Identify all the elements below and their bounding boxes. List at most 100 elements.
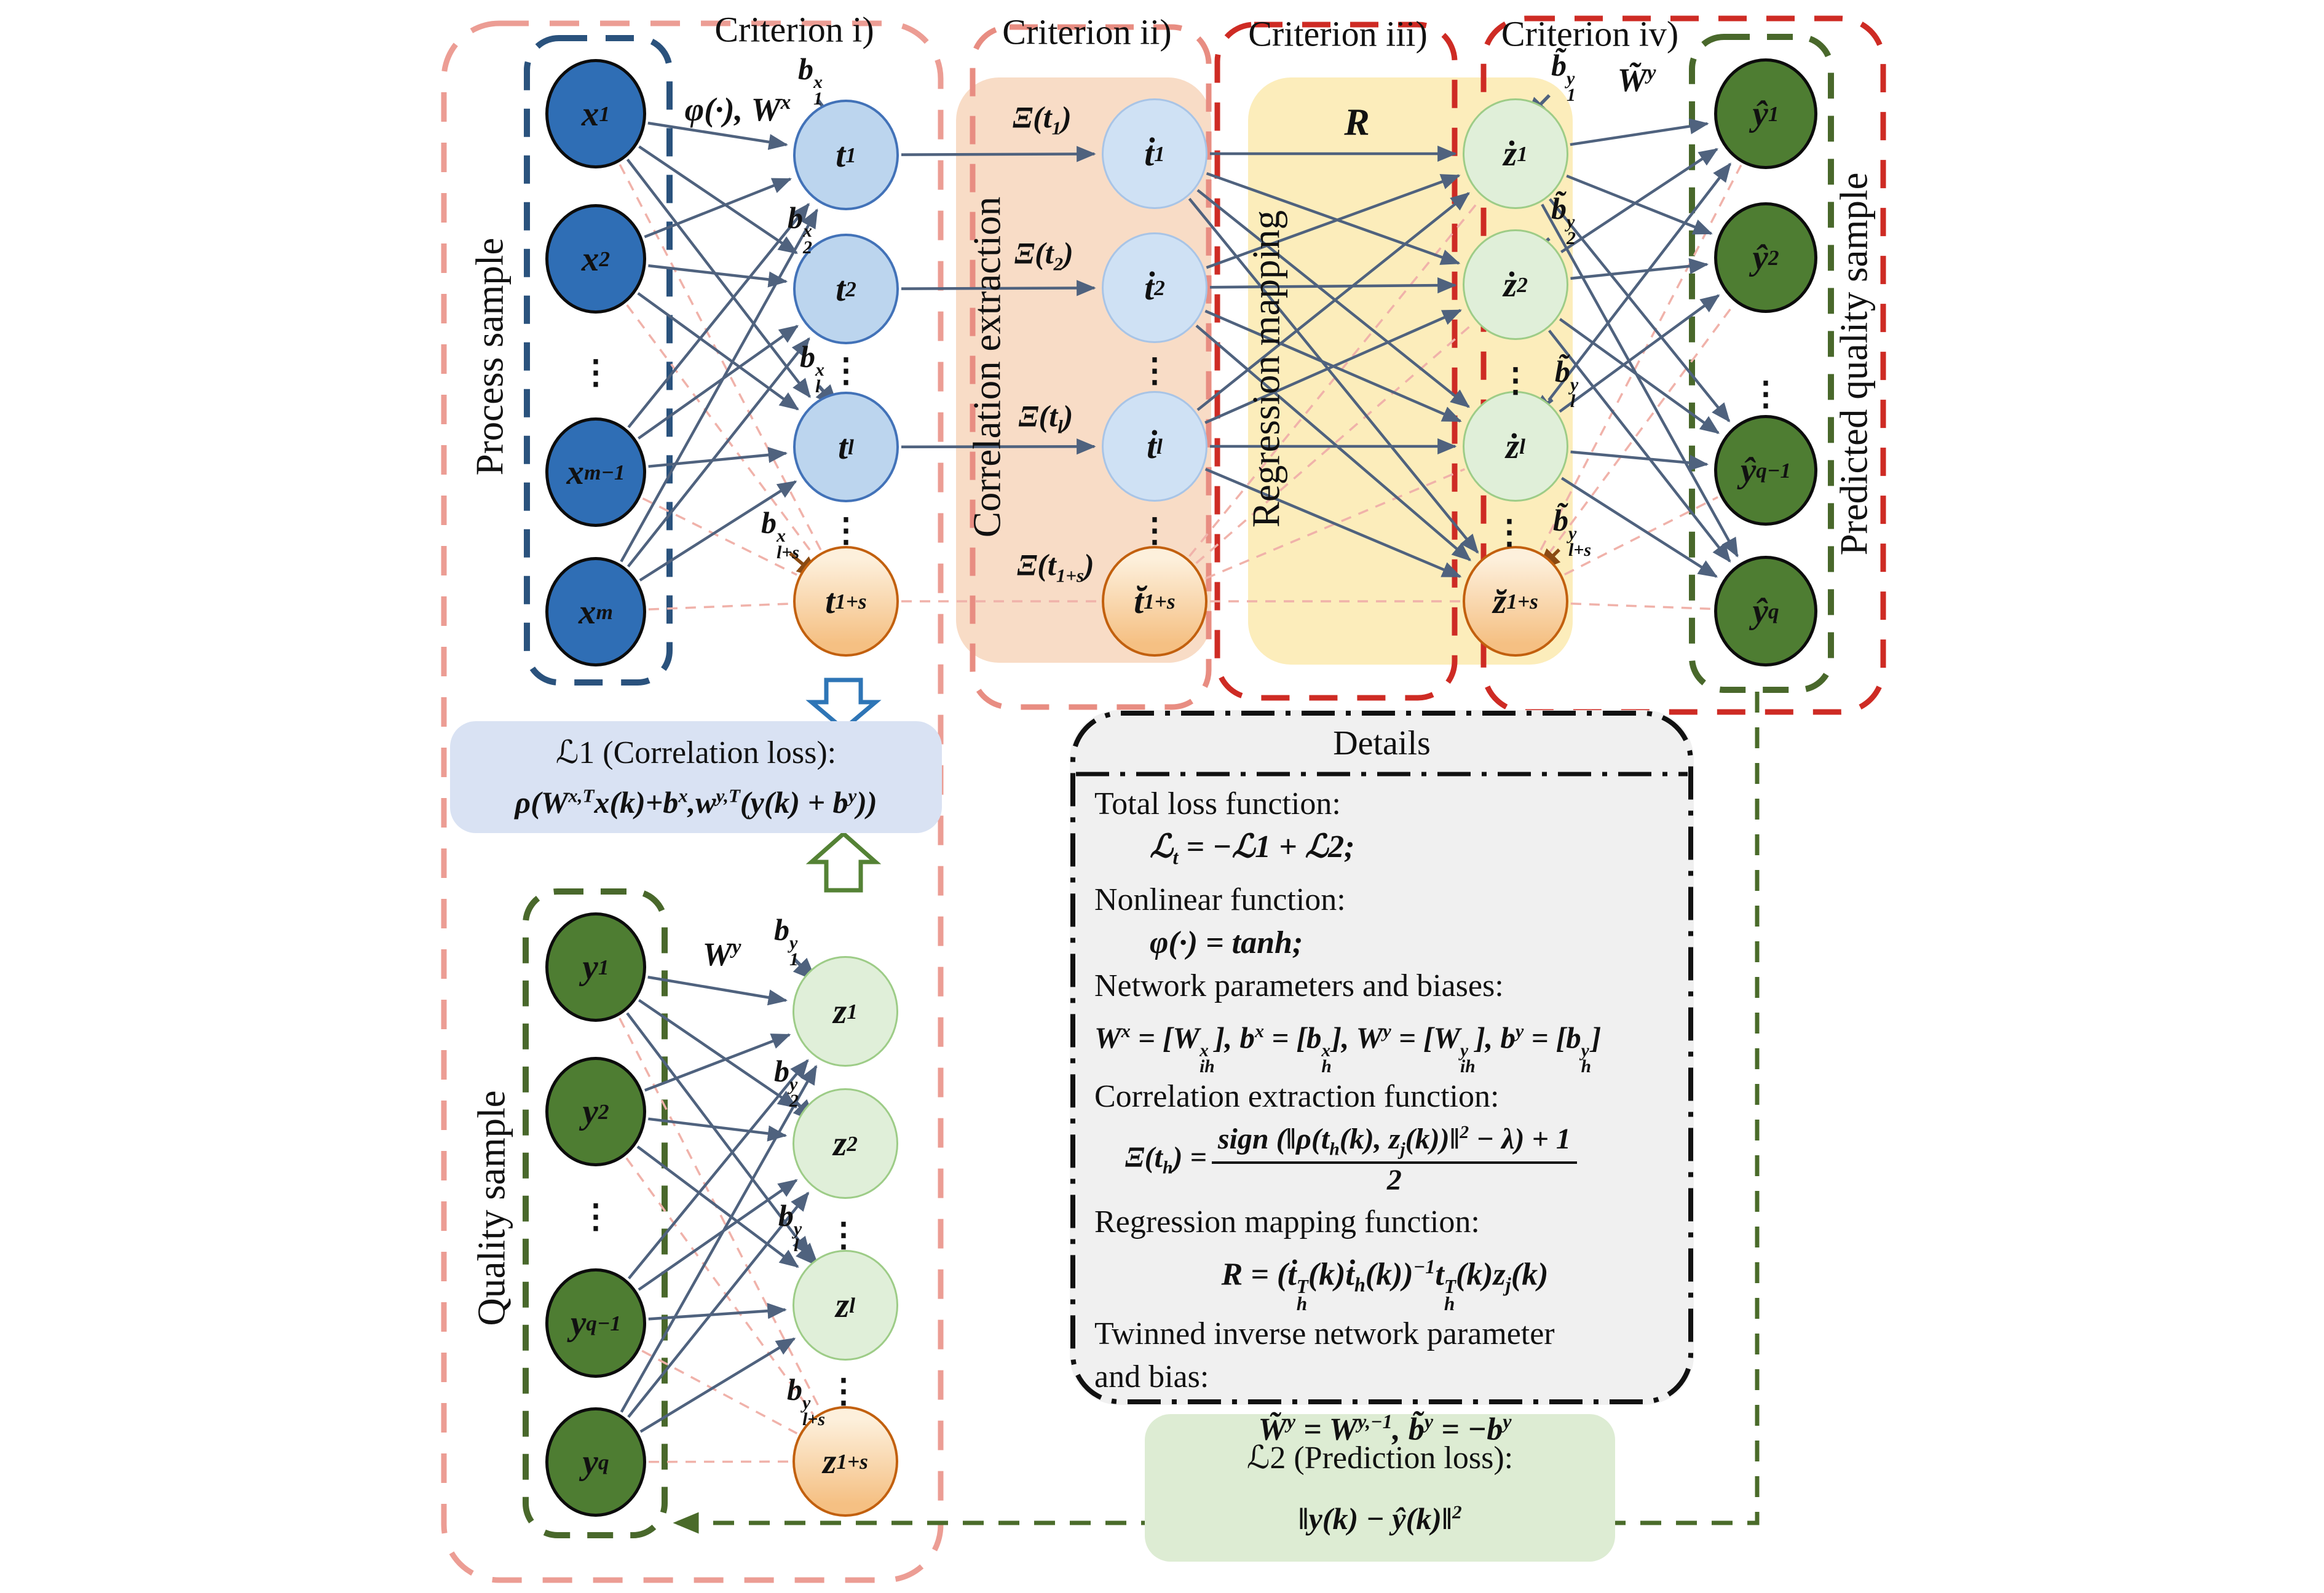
xi-t1s-label: Ξ(t1+s) xyxy=(1017,547,1094,587)
weight-connection-line xyxy=(1570,450,1709,471)
ellipsis-dots: ⋮ xyxy=(1749,375,1782,413)
xi-t2-label: Ξ(t2) xyxy=(1014,235,1073,275)
bias-label-byt1: b̃ y 1 xyxy=(1551,47,1576,105)
weight-connection-line xyxy=(1547,330,1731,563)
xi-tl-label: Ξ(tl) xyxy=(1018,398,1073,438)
weight-connection-line xyxy=(1560,476,1718,578)
weight-connection-line xyxy=(1559,318,1720,435)
weight-connection-line xyxy=(638,325,799,440)
details-line: Network parameters and biases: xyxy=(1094,968,1504,1004)
weight-connection-line xyxy=(638,145,798,255)
weight-connection-line xyxy=(1195,324,1472,561)
l2-title: ℒ2 (Prediction loss): xyxy=(1246,1440,1514,1476)
weight-connection-line xyxy=(1566,174,1713,235)
weight-connection-line xyxy=(627,203,810,429)
ellipsis-dots: ⋮ xyxy=(1499,362,1532,399)
details-line: Nonlinear function: xyxy=(1094,882,1346,918)
bias-label-bxls: b x l+s xyxy=(761,505,800,563)
details-line-fraction: Ξ(th) = sign (‖ρ(th(k), zj(k))‖2 − λ) + … xyxy=(1094,1118,1675,1201)
weight-connection-line xyxy=(626,337,810,567)
details-line: and bias: xyxy=(1094,1359,1209,1395)
augmented-connection-line xyxy=(1570,602,1712,611)
ellipsis-dots: ⋮ xyxy=(1493,513,1526,551)
criterion-i-label: Criterion i) xyxy=(714,9,874,50)
weight-connection-line xyxy=(628,1059,809,1279)
weight-connection-line xyxy=(1196,192,1470,411)
details-line: Correlation extraction function: xyxy=(1094,1078,1500,1114)
weight-connection-line xyxy=(620,208,818,563)
bias-label-bytls: b̃ y l+s xyxy=(1552,502,1592,560)
criterion-iv-label: Criterion iv) xyxy=(1501,14,1679,54)
ellipsis-dots: ⋮ xyxy=(1138,512,1171,549)
details-line: W̃y = Wy,−1, b̃y = −by xyxy=(1258,1410,1512,1447)
criterion-iii-label: Criterion iii) xyxy=(1248,14,1428,54)
criterion-iv-box xyxy=(1480,15,1886,715)
details-line: φ(·) = tanh; xyxy=(1150,925,1303,961)
weight-connection-line xyxy=(901,438,1096,455)
augmented-connection-line xyxy=(648,603,791,611)
wy-weight-label: Wy xyxy=(702,936,741,973)
ellipsis-dots: ⋮ xyxy=(829,352,863,389)
augmented-connection-line xyxy=(1563,496,1718,575)
weight-connection-line xyxy=(639,1337,796,1433)
predicted-sample-box xyxy=(1689,34,1834,693)
weight-connection-line xyxy=(627,1192,810,1418)
details-box: Details Total loss function: ℒt = −ℒ1 + ℒ… xyxy=(1070,710,1694,1447)
node-z̆1+s: z̆ 1+s xyxy=(1463,546,1568,657)
bias-label-byt2: b̃ y 2 xyxy=(1551,191,1576,248)
r-regression-label: R xyxy=(1344,101,1370,144)
weight-connection-line xyxy=(637,292,799,411)
criterion-iii-box xyxy=(1214,22,1458,701)
predicted-quality-sample-label: Predicted quality sample xyxy=(1832,172,1876,556)
process-sample-box xyxy=(524,35,673,686)
augmented-connection-line xyxy=(642,497,797,576)
weight-connection-line xyxy=(647,976,788,1006)
weight-connection-line xyxy=(1570,118,1709,146)
l2-prediction-loss-box: ℒ2 (Prediction loss): ‖y(k) − ŷ(k)‖2 xyxy=(1145,1414,1615,1562)
weight-connection-line xyxy=(647,121,788,150)
weight-connection-line xyxy=(626,158,811,398)
node-t1+s: t 1+s xyxy=(793,546,899,657)
augmented-connection-line xyxy=(1547,303,1735,556)
weight-connection-line xyxy=(648,446,788,468)
details-border xyxy=(1070,711,1693,1404)
weight-connection-line xyxy=(626,1012,811,1257)
bias-label-bytl: b̃ y l xyxy=(1554,354,1579,411)
l2-formula: ‖y(k) − ŷ(k)‖2 xyxy=(1298,1501,1462,1536)
weight-connection-line xyxy=(1206,172,1461,265)
node-t̆1+s: t̆ 1+s xyxy=(1102,546,1207,657)
augmented-connection-line xyxy=(625,1157,815,1415)
down-block-arrow-icon xyxy=(805,678,882,732)
details-title: Details xyxy=(1333,724,1431,762)
ellipsis-dots: ⋮ xyxy=(1138,352,1171,389)
weight-connection-line xyxy=(620,1064,818,1413)
node-ŷq−1: ŷ q−1 xyxy=(1714,415,1817,526)
weight-connection-line xyxy=(644,178,792,239)
xi-t1-label: Ξ(t1) xyxy=(1013,100,1072,139)
solid-connection-lines xyxy=(620,118,1739,1433)
l1-title: ℒ1 (Correlation loss): xyxy=(555,735,837,771)
dashed-connection-lines xyxy=(619,164,1742,1463)
weight-connection-line xyxy=(644,1033,791,1092)
augmented-connection-line xyxy=(648,1460,791,1463)
bias-label-byls: b y l+s xyxy=(786,1372,826,1429)
details-line: ℒt = −ℒ1 + ℒ2; xyxy=(1150,829,1355,869)
weight-connection-line xyxy=(648,1117,788,1142)
prediction-feedback-arrow xyxy=(673,692,1760,1534)
node-xm−1: x m−1 xyxy=(545,417,646,527)
criterion-ii-box xyxy=(970,24,1212,710)
